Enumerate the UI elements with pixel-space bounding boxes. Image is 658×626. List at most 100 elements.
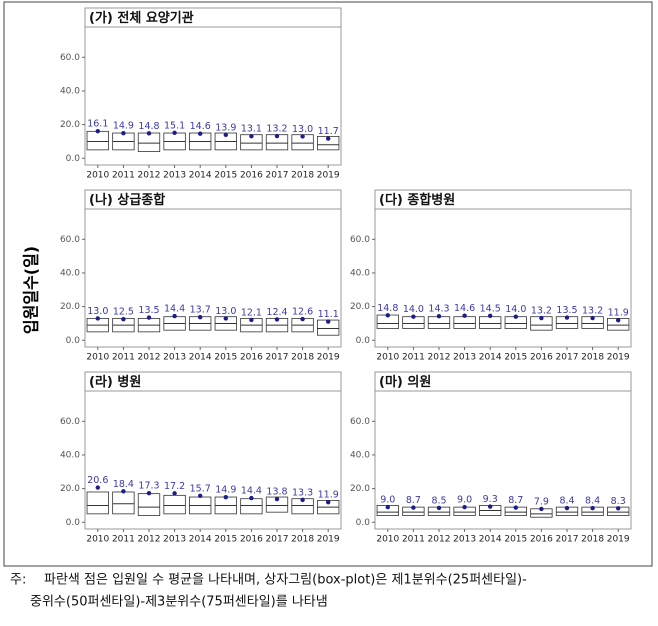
mean-label: 7.9 [534,496,549,507]
mean-label: 8.3 [611,496,626,507]
x-tick-label: 2011 [112,353,135,363]
box [427,316,451,329]
mean-dot [300,134,305,139]
mean-dot [223,316,228,321]
box [453,316,476,329]
mean-dot [146,131,152,136]
mean-label: 13.7 [190,305,211,316]
x-tick-label: 2011 [402,535,425,545]
mean-label: 13.9 [215,122,236,133]
mean-label: 14.8 [138,121,159,132]
figure-border [3,1,653,567]
mean-dot [513,505,518,510]
x-tick-label: 2018 [291,171,314,181]
mean-dot [411,314,416,319]
x-tick-label: 2012 [428,535,451,545]
y-tick-label: 20.0 [350,484,370,494]
mean-dot [616,506,621,511]
mean-label: 13.5 [138,305,159,316]
mean-dot [436,505,442,511]
panel-title: (라) 병원 [89,374,141,390]
box [112,491,135,515]
mean-label: 8.4 [585,496,600,507]
y-tick-label: 20.0 [350,302,370,312]
y-axis-label: 입원일수(일) [22,246,41,334]
mean-dot [326,319,331,324]
mean-dot [198,493,203,499]
panel-title: (가) 전체 요양기관 [89,10,194,26]
mean-label: 8.7 [508,495,523,506]
x-tick-label: 2019 [317,535,340,545]
mean-label: 13.1 [241,124,262,135]
y-tick-label: 20.0 [60,302,80,312]
mean-label: 8.5 [431,495,446,506]
mean-dot [411,505,416,510]
x-tick-label: 2010 [86,353,109,363]
x-tick-label: 2013 [163,353,186,363]
x-tick-label: 2017 [556,353,579,363]
y-tick-label: 40.0 [60,268,80,278]
mean-label: 14.4 [164,304,185,315]
x-tick-label: 2011 [112,171,135,181]
mean-dot [385,313,390,318]
mean-dot [121,130,126,136]
mean-dot [274,496,280,502]
mean-label: 13.0 [215,306,236,317]
mean-label: 18.4 [113,479,134,490]
mean-dot [488,313,493,319]
x-tick-label: 2011 [112,535,135,545]
mean-dot [564,505,570,511]
box [137,132,161,152]
mean-label: 17.2 [164,481,185,492]
box [163,494,186,515]
x-tick-label: 2014 [189,171,212,181]
mean-dot [249,134,254,139]
panel-title: (나) 상급종합 [89,192,165,208]
x-tick-label: 2014 [189,535,212,545]
x-tick-label: 2016 [240,535,263,545]
mean-dot [172,491,177,496]
x-tick-label: 2010 [86,535,109,545]
box [479,316,502,329]
x-tick-label: 2017 [556,535,579,545]
mean-dot [121,489,126,494]
mean-label: 16.1 [87,119,108,130]
mean-label: 11.1 [318,309,339,320]
mean-dot [326,136,331,141]
mean-dot [249,317,254,323]
x-tick-label: 2017 [266,353,289,363]
y-tick-label: 60.0 [60,417,80,427]
mean-dot [223,132,228,138]
mean-label: 12.6 [292,307,313,318]
mean-label: 13.2 [582,306,603,317]
mean-label: 15.1 [164,120,185,131]
mean-label: 14.4 [241,486,262,497]
x-tick-label: 2017 [266,535,289,545]
mean-label: 9.3 [483,494,498,505]
mean-dot [539,506,544,512]
box [86,491,109,515]
mean-dot [539,315,544,321]
x-tick-label: 2016 [530,353,553,363]
mean-label: 8.4 [559,496,574,507]
x-tick-label: 2018 [581,535,604,545]
x-tick-label: 2018 [581,353,604,363]
mean-label: 14.3 [428,304,449,315]
x-tick-label: 2016 [530,535,553,545]
mean-dot [436,314,442,319]
mean-label: 8.7 [406,495,421,506]
mean-label: 13.8 [266,487,287,498]
mean-dot [172,130,177,136]
y-tick-label: 0.0 [356,518,371,528]
x-tick-label: 2019 [317,171,340,181]
mean-dot [249,495,254,501]
mean-dot [95,316,101,321]
mean-label: 9.0 [380,495,395,506]
box [240,498,263,515]
mean-dot [146,315,152,320]
mean-dot [172,313,177,319]
mean-label: 14.5 [480,303,501,314]
mean-dot [488,504,493,509]
mean-label: 12.1 [241,307,262,318]
